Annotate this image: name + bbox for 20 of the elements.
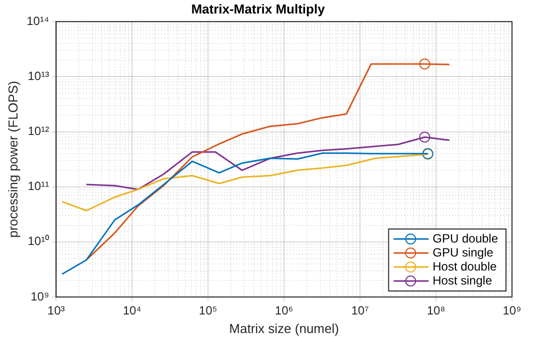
y-tick-label: 10¹² [28, 124, 50, 138]
x-tick-label: 10⁹ [502, 304, 522, 318]
y-tick-label: 10⁹ [30, 289, 50, 304]
legend-label: Host double [432, 259, 497, 274]
x-tick-label: 10⁴ [122, 304, 142, 318]
y-tick-label: 10¹⁰ [28, 234, 50, 248]
x-tick-label: 10⁶ [274, 304, 294, 318]
legend-label: Host single [432, 273, 492, 288]
x-tick-label: 10³ [47, 304, 65, 318]
x-tick-label: 10⁸ [426, 304, 446, 318]
legend-label: GPU single [432, 245, 494, 260]
y-tick-label: 10¹³ [28, 68, 50, 83]
x-tick-label: 10⁵ [198, 304, 218, 318]
y-axis-title: processing power (FLOPS) [5, 80, 20, 238]
y-tick-label: 10¹⁴ [26, 14, 50, 28]
y-tick-label: 10¹¹ [28, 179, 50, 194]
x-axis-title: Matrix size (numel) [229, 320, 339, 336]
legend-label: GPU double [432, 231, 498, 246]
x-tick-label: 10⁷ [351, 304, 369, 318]
chart-title: Matrix-Matrix Multiply [191, 1, 326, 16]
